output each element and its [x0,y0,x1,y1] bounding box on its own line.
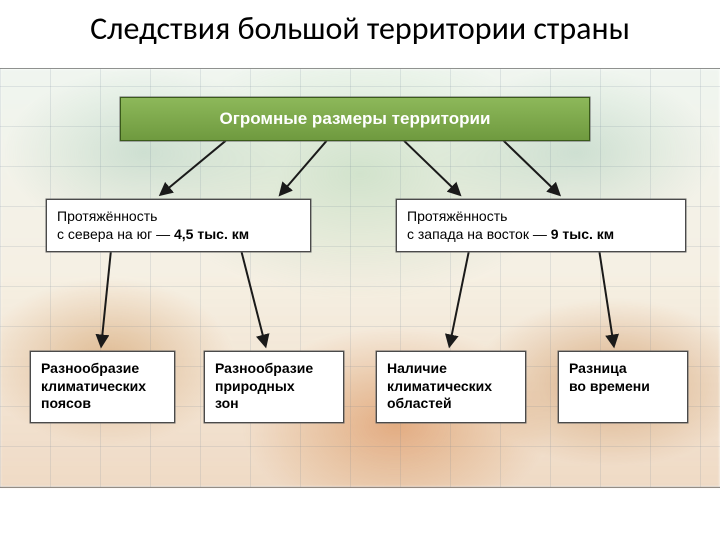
node-line: Протяжённость [407,208,675,226]
node-line: Разнообразие [41,360,164,378]
node-line: Наличие [387,360,515,378]
node-label-text: с севера на юг — [57,226,174,242]
node-line: областей [387,395,515,413]
node-line: климатических [387,378,515,396]
nodes-layer: Огромные размеры территории Протяжённость… [0,69,720,487]
node-root: Огромные размеры территории [120,97,590,140]
node-line: с севера на юг — 4,5 тыс. км [57,226,300,244]
node-line: Огромные размеры территории [131,108,579,129]
node-line: Протяжённость [57,208,300,226]
node-ns: Протяжённостьс севера на юг — 4,5 тыс. к… [46,199,311,252]
node-line: зон [215,395,333,413]
node-line: климатических [41,378,164,396]
node-value-text: 9 тыс. км [551,226,614,242]
node-line: Разница [569,360,677,378]
diagram-container: Огромные размеры территории Протяжённость… [0,68,720,488]
node-natural-zones: Разнообразиеприродныхзон [204,351,344,423]
node-label-text: с запада на восток — [407,226,551,242]
node-we: Протяжённостьс запада на восток — 9 тыс.… [396,199,686,252]
node-line: Разнообразие [215,360,333,378]
page-title: Следствия большой территории страны [0,0,720,68]
node-time-diff: Разницаво времени [558,351,688,423]
node-line: с запада на восток — 9 тыс. км [407,226,675,244]
node-line: природных [215,378,333,396]
node-line: поясов [41,395,164,413]
node-climate-belts: Разнообразиеклиматическихпоясов [30,351,175,423]
node-value-text: 4,5 тыс. км [174,226,249,242]
node-climate-areas: Наличиеклиматическихобластей [376,351,526,423]
node-line: во времени [569,378,677,396]
